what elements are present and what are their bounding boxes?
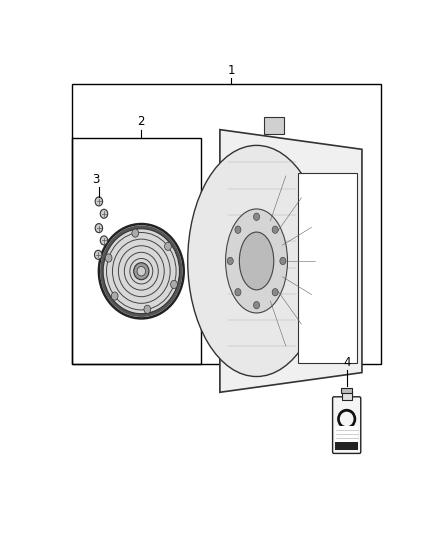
Bar: [264, 117, 284, 134]
Bar: [335, 426, 358, 441]
Circle shape: [235, 288, 241, 296]
Ellipse shape: [340, 411, 353, 426]
Circle shape: [235, 226, 241, 233]
Polygon shape: [220, 130, 362, 392]
Ellipse shape: [226, 209, 287, 313]
FancyBboxPatch shape: [332, 397, 361, 454]
Circle shape: [95, 197, 102, 206]
Text: 2: 2: [138, 115, 145, 128]
Ellipse shape: [100, 225, 183, 317]
Circle shape: [95, 251, 102, 260]
Circle shape: [105, 254, 112, 262]
Bar: [72, 138, 201, 364]
Ellipse shape: [99, 224, 184, 318]
Ellipse shape: [137, 266, 145, 276]
Circle shape: [272, 288, 278, 296]
Text: 1: 1: [227, 64, 235, 77]
Bar: [341, 387, 353, 393]
Circle shape: [144, 305, 151, 313]
Circle shape: [165, 242, 171, 251]
Bar: [72, 84, 381, 364]
Text: 4: 4: [343, 356, 350, 369]
Circle shape: [100, 209, 108, 219]
Circle shape: [132, 229, 139, 237]
Circle shape: [280, 257, 286, 265]
Circle shape: [171, 280, 177, 288]
Ellipse shape: [239, 232, 274, 290]
Text: 3: 3: [92, 173, 99, 186]
Circle shape: [254, 302, 260, 309]
Ellipse shape: [134, 263, 149, 280]
Ellipse shape: [337, 409, 356, 429]
Circle shape: [100, 236, 108, 245]
Circle shape: [95, 224, 102, 232]
Circle shape: [272, 226, 278, 233]
Circle shape: [111, 292, 118, 300]
Bar: [335, 442, 358, 450]
Bar: [342, 392, 352, 400]
Bar: [298, 173, 357, 364]
Ellipse shape: [103, 229, 180, 314]
Circle shape: [254, 213, 260, 221]
Circle shape: [227, 257, 233, 265]
Ellipse shape: [188, 146, 325, 376]
